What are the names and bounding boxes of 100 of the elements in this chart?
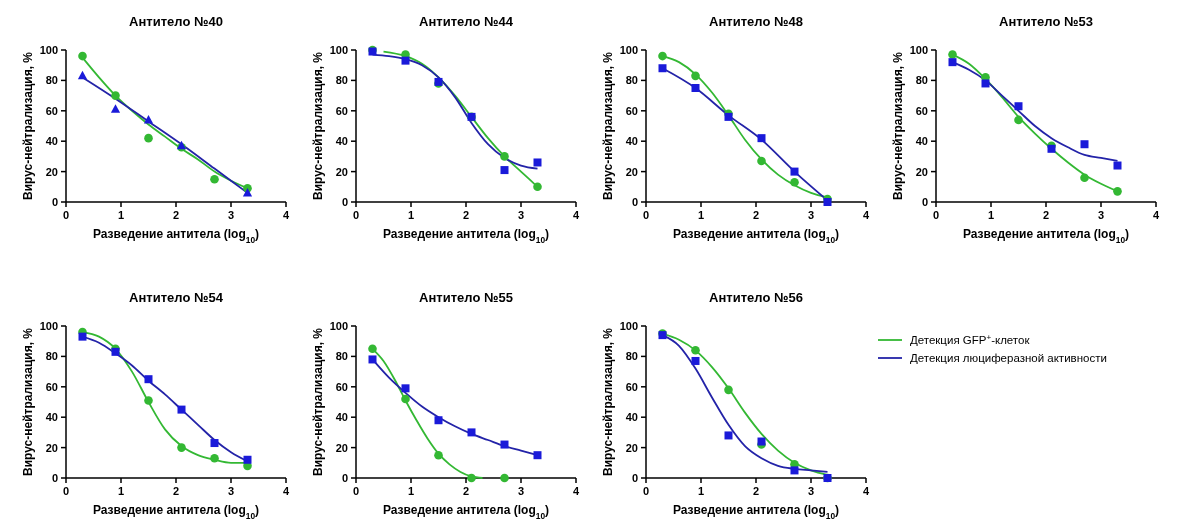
x-tick-label: 0 bbox=[642, 485, 650, 497]
y-axis-title: Вирус-нейтрализация, % bbox=[601, 327, 615, 477]
x-tick-label: 0 bbox=[352, 485, 360, 497]
y-tick-label: 100 bbox=[619, 44, 638, 56]
y-tick-label: 60 bbox=[45, 104, 58, 117]
x-tick-label: 0 bbox=[62, 485, 70, 497]
y-tick-label: 0 bbox=[631, 472, 638, 484]
x-tick-label: 1 bbox=[407, 209, 415, 221]
x-tick-label: 1 bbox=[117, 485, 125, 497]
y-tick-label: 40 bbox=[335, 135, 348, 148]
point bbox=[243, 455, 252, 464]
chart-title: Антитело №48 bbox=[709, 14, 803, 29]
point bbox=[691, 346, 700, 355]
point bbox=[691, 84, 700, 92]
point bbox=[1014, 102, 1023, 111]
x-tick-label: 4 bbox=[572, 209, 580, 221]
y-axis-title: Вирус-нейтрализация, % bbox=[21, 327, 35, 477]
y-tick-label: 40 bbox=[335, 411, 348, 424]
point bbox=[111, 91, 120, 100]
point bbox=[78, 332, 87, 341]
point bbox=[144, 133, 153, 143]
x-tick-label: 3 bbox=[227, 209, 235, 221]
y-tick-label: 60 bbox=[45, 380, 58, 393]
chart-title: Антитело №44 bbox=[419, 14, 514, 29]
point bbox=[78, 51, 87, 61]
point bbox=[143, 114, 154, 124]
point bbox=[1080, 173, 1089, 182]
point bbox=[1014, 115, 1023, 125]
x-tick-label: 1 bbox=[117, 209, 125, 221]
y-axis-title: Вирус-нейтрализация, % bbox=[891, 51, 905, 201]
x-tick-label: 3 bbox=[807, 485, 815, 497]
point bbox=[77, 70, 88, 80]
y-tick-label: 20 bbox=[45, 441, 58, 454]
y-tick-label: 100 bbox=[329, 320, 348, 332]
y-axis-title: Вирус-нейтрализация, % bbox=[311, 51, 325, 201]
y-tick-label: 80 bbox=[335, 74, 348, 87]
y-tick-label: 40 bbox=[625, 411, 638, 424]
x-tick-label: 0 bbox=[642, 209, 650, 221]
y-tick-label: 0 bbox=[341, 196, 348, 208]
point bbox=[1080, 140, 1089, 149]
y-tick-label: 80 bbox=[45, 350, 58, 363]
point bbox=[177, 443, 186, 452]
x-tick-label: 1 bbox=[407, 485, 415, 497]
legend-label: Детекция люциферазной активности bbox=[910, 352, 1107, 364]
y-tick-label: 40 bbox=[915, 135, 928, 148]
y-tick-label: 0 bbox=[51, 196, 58, 208]
x-axis-title: Разведение антитела (log$_{10}$) bbox=[672, 503, 840, 521]
x-tick-label: 1 bbox=[987, 209, 995, 221]
x-tick-label: 4 bbox=[862, 485, 870, 497]
x-tick-label: 2 bbox=[172, 209, 180, 221]
y-tick-label: 80 bbox=[335, 350, 348, 363]
y-tick-label: 60 bbox=[625, 104, 638, 117]
y-tick-label: 20 bbox=[335, 165, 348, 178]
chart-title: Антитело №56 bbox=[709, 290, 803, 305]
y-tick-label: 0 bbox=[341, 472, 348, 484]
y-tick-label: 40 bbox=[45, 411, 58, 424]
x-axis-title: Разведение антитела (log$_{10}$) bbox=[92, 503, 260, 521]
y-tick-label: 20 bbox=[625, 441, 638, 454]
point bbox=[500, 152, 509, 161]
point bbox=[1113, 161, 1122, 170]
y-tick-label: 0 bbox=[51, 472, 58, 484]
chart-title: Антитело №53 bbox=[999, 14, 1093, 29]
chart-title: Антитело №55 bbox=[419, 290, 513, 305]
x-tick-label: 1 bbox=[697, 209, 705, 221]
x-tick-label: 3 bbox=[517, 485, 525, 497]
y-tick-label: 100 bbox=[39, 44, 58, 56]
point bbox=[144, 396, 153, 405]
point bbox=[401, 384, 410, 393]
point bbox=[658, 64, 667, 73]
y-tick-label: 0 bbox=[631, 196, 638, 208]
x-axis-title: Разведение антитела (log$_{10}$) bbox=[962, 227, 1130, 245]
x-tick-label: 2 bbox=[1042, 209, 1050, 221]
point bbox=[144, 375, 153, 384]
point bbox=[724, 431, 733, 440]
point bbox=[210, 439, 219, 448]
y-tick-label: 100 bbox=[619, 320, 638, 332]
y-tick-label: 100 bbox=[39, 320, 58, 332]
point bbox=[500, 473, 509, 483]
point bbox=[467, 473, 476, 483]
y-tick-label: 80 bbox=[625, 74, 638, 87]
point bbox=[533, 182, 542, 192]
y-tick-label: 80 bbox=[45, 74, 58, 87]
point bbox=[691, 71, 700, 81]
x-axis-title: Разведение антитела (log$_{10}$) bbox=[672, 227, 840, 245]
y-tick-label: 80 bbox=[915, 74, 928, 87]
point bbox=[533, 158, 542, 167]
point bbox=[691, 356, 700, 365]
y-tick-label: 40 bbox=[625, 135, 638, 148]
point bbox=[177, 405, 186, 414]
point bbox=[500, 440, 509, 449]
x-tick-label: 1 bbox=[697, 485, 705, 497]
x-axis-title: Разведение антитела (log$_{10}$) bbox=[382, 227, 550, 245]
point bbox=[500, 166, 509, 175]
point bbox=[948, 58, 957, 67]
point bbox=[658, 51, 667, 61]
chart-title: Антитело №54 bbox=[129, 290, 224, 305]
x-tick-label: 4 bbox=[1152, 209, 1160, 221]
y-tick-label: 60 bbox=[915, 104, 928, 117]
point bbox=[757, 156, 766, 166]
y-tick-label: 20 bbox=[335, 441, 348, 454]
